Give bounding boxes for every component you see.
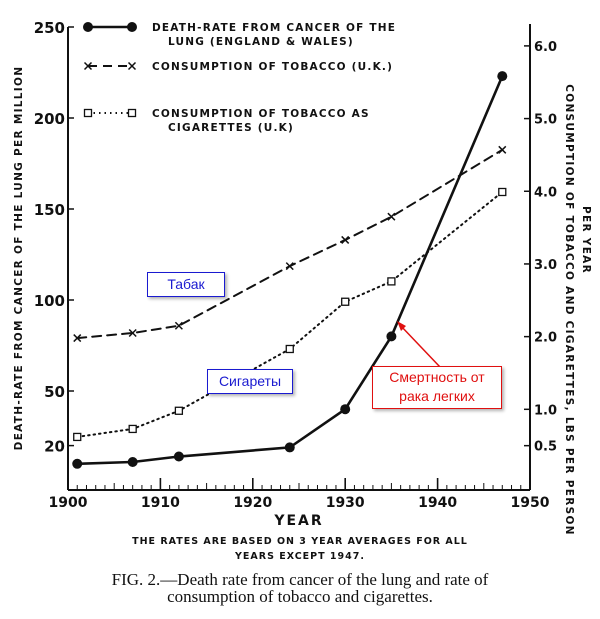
footnote-line2: YEARS EXCEPT 1947. bbox=[235, 551, 365, 562]
data-point-series-2 bbox=[341, 235, 350, 244]
axes: 1900 1910 1920 1930 1940 1950 20 50 100 150 200 250… bbox=[34, 19, 557, 511]
legend-label-1-line2: LUNG (ENGLAND & WALES) bbox=[168, 36, 354, 48]
footnote: THE RATES ARE BASED ON 3 YEAR AVERAGES F… bbox=[0, 534, 600, 564]
data-point-series-3 bbox=[387, 277, 396, 286]
data-point-series-3 bbox=[174, 406, 184, 415]
x-tick-label: 1920 bbox=[233, 495, 272, 511]
y-tick-label-right: 0.5 bbox=[534, 440, 557, 455]
y-tick-label-left: 20 bbox=[44, 438, 65, 456]
y-tick-label-right: 3.0 bbox=[534, 258, 557, 273]
data-point-series-1 bbox=[497, 71, 508, 82]
annotation-arrowhead bbox=[397, 321, 406, 331]
y-tick-label-right: 6.0 bbox=[534, 40, 557, 55]
y-tick-label-left: 200 bbox=[34, 110, 65, 128]
legend-label-2: CONSUMPTION OF TOBACCO (U.K.) bbox=[152, 61, 393, 73]
data-point-series-3 bbox=[128, 424, 137, 434]
annotation-tobacco: Табак bbox=[147, 272, 225, 297]
series-line-2 bbox=[76, 148, 504, 340]
data-point-series-3 bbox=[73, 432, 82, 442]
data-point-series-2 bbox=[174, 321, 183, 330]
caption-line2: consumption of tobacco and cigarettes. bbox=[167, 587, 433, 606]
data-point-series-2 bbox=[387, 212, 396, 221]
legend-label-3: CONSUMPTION OF TOBACCO AS bbox=[152, 108, 370, 120]
data-point-series-2 bbox=[285, 262, 294, 271]
data-point-series-1 bbox=[340, 404, 351, 415]
data-point-series-1 bbox=[127, 456, 138, 467]
caption-line1: FIG. 2.—Death rate from cancer of the lu… bbox=[111, 570, 489, 589]
data-point-series-3 bbox=[285, 344, 294, 354]
y-tick-label-right: 1.0 bbox=[534, 403, 557, 418]
data-point-series-2 bbox=[128, 328, 137, 338]
x-tick-label: 1950 bbox=[511, 495, 550, 511]
y-tick-label-right: 4.0 bbox=[534, 185, 557, 200]
data-point-series-2 bbox=[498, 145, 507, 154]
y-tick-label-left: 100 bbox=[34, 292, 65, 310]
annotation-arrow bbox=[399, 324, 441, 368]
legend-marker-1 bbox=[127, 22, 137, 32]
legend-marker-1 bbox=[83, 22, 93, 32]
legend-marker-3 bbox=[127, 108, 137, 118]
series bbox=[72, 71, 508, 469]
legend-label-1: DEATH-RATE FROM CANCER OF THE bbox=[152, 22, 396, 34]
legend-label-3-line2: CIGARETTES (U.K) bbox=[168, 122, 294, 134]
annotation-cigarettes: Сигареты bbox=[207, 369, 293, 394]
legend-marker-2 bbox=[127, 61, 137, 71]
y-tick-label-left: 150 bbox=[34, 201, 65, 219]
legend-marker-3 bbox=[83, 108, 93, 118]
annotation-death-line1: Смертность от bbox=[389, 369, 485, 385]
x-tick-label: 1940 bbox=[418, 495, 457, 511]
legend: DEATH-RATE FROM CANCER OF THE LUNG (ENGLA… bbox=[83, 22, 396, 134]
annotation-death-rate: Смертность от рака легких bbox=[372, 366, 502, 409]
data-point-series-1 bbox=[284, 442, 295, 453]
y-axis-label-right-2: PER YEAR bbox=[580, 206, 592, 274]
x-tick-label: 1910 bbox=[141, 495, 180, 511]
data-point-series-1 bbox=[386, 331, 397, 342]
y-tick-label-right: 2.0 bbox=[534, 331, 557, 346]
data-point-series-1 bbox=[72, 458, 83, 469]
y-tick-label-left: 250 bbox=[34, 19, 65, 37]
annotation-death-line2: рака легких bbox=[399, 388, 475, 404]
data-point-series-1 bbox=[173, 451, 184, 462]
x-axis-label: YEAR bbox=[273, 513, 323, 529]
legend-marker-2 bbox=[83, 61, 93, 71]
y-tick-label-left: 50 bbox=[44, 383, 65, 401]
y-axis-label-right: CONSUMPTION OF TOBACCO AND CIGARETTES, L… bbox=[563, 84, 575, 536]
data-point-series-3 bbox=[498, 187, 507, 197]
figure-caption: FIG. 2.—Death rate from cancer of the lu… bbox=[0, 571, 600, 605]
x-tick-label: 1900 bbox=[49, 495, 88, 511]
x-tick-label: 1930 bbox=[326, 495, 365, 511]
data-point-series-3 bbox=[341, 297, 350, 306]
y-tick-label-right: 5.0 bbox=[534, 113, 557, 128]
data-point-series-2 bbox=[73, 334, 82, 343]
footnote-line1: THE RATES ARE BASED ON 3 YEAR AVERAGES F… bbox=[132, 536, 468, 547]
y-axis-label-left: DEATH-RATE FROM CANCER OF THE LUNG PER M… bbox=[13, 66, 25, 451]
